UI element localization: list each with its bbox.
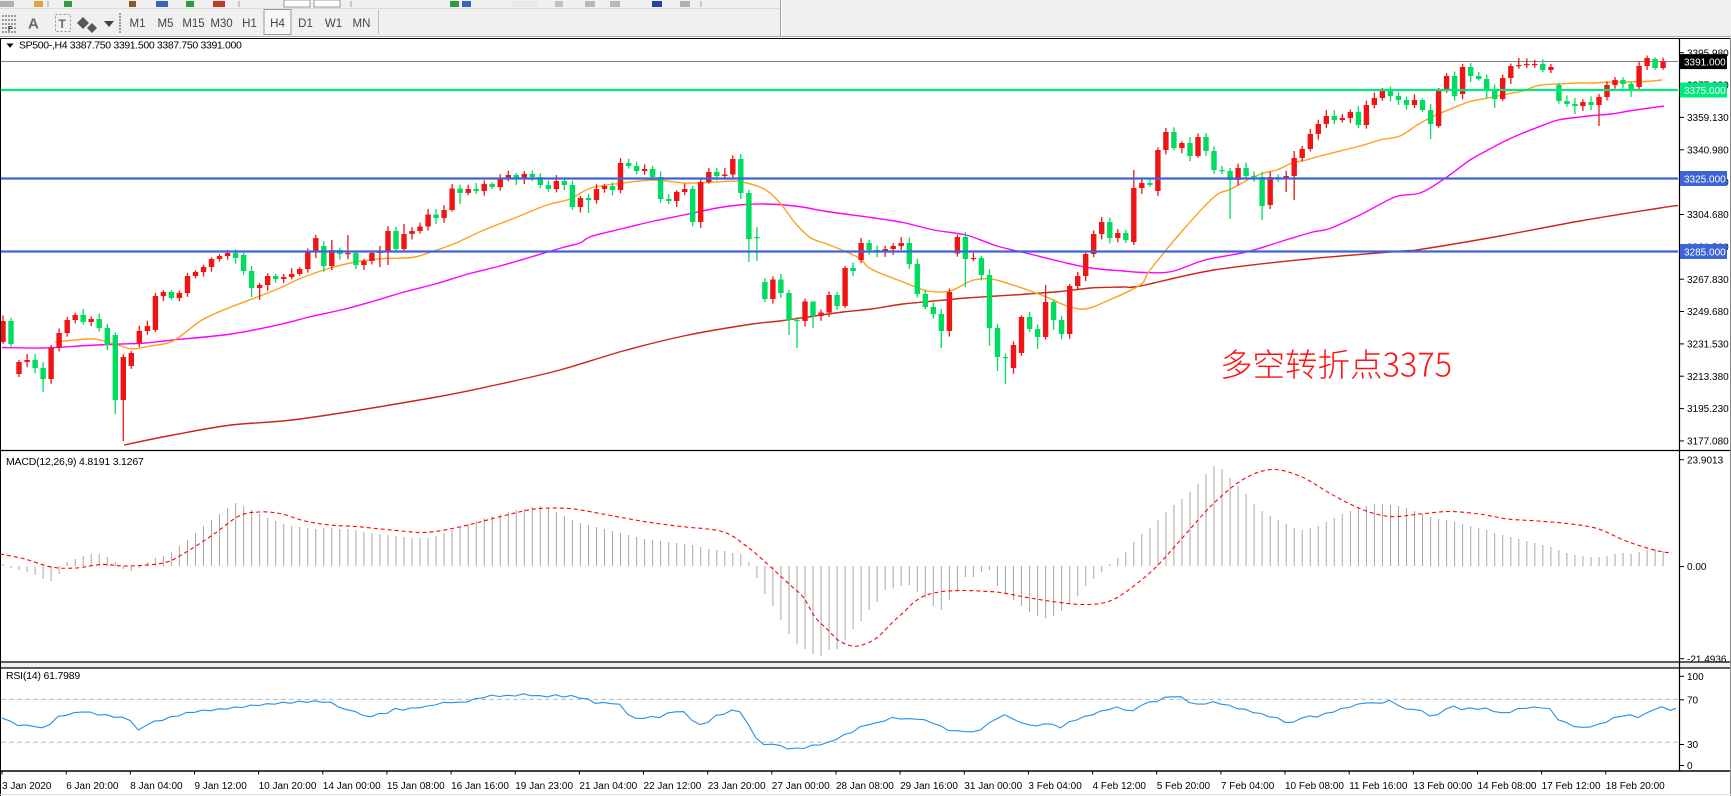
svg-text:11 Feb 16:00: 11 Feb 16:00 [1349,781,1408,792]
svg-text:19 Jan 23:00: 19 Jan 23:00 [515,781,573,792]
svg-text:F: F [8,26,13,33]
svg-text:3304.680: 3304.680 [1687,210,1729,221]
svg-text:14 Jan 00:00: 14 Jan 00:00 [323,781,381,792]
svg-text:30: 30 [1687,740,1699,751]
svg-text:4 Feb 12:00: 4 Feb 12:00 [1093,781,1147,792]
svg-text:15 Jan 08:00: 15 Jan 08:00 [387,781,445,792]
svg-text:MN: MN [353,18,371,30]
svg-text:100: 100 [1687,672,1704,683]
svg-text:M1: M1 [130,18,146,30]
svg-text:9 Jan 12:00: 9 Jan 12:00 [195,781,248,792]
svg-text:MACD(12,26,9) 4.8191 3.1267: MACD(12,26,9) 4.8191 3.1267 [6,456,144,468]
svg-text:0: 0 [1687,761,1693,772]
svg-text:3231.530: 3231.530 [1687,340,1729,351]
svg-text:H4: H4 [270,18,285,30]
svg-text:23.9013: 23.9013 [1687,455,1724,466]
svg-text:3249.680: 3249.680 [1687,307,1729,318]
svg-text:3267.830: 3267.830 [1687,275,1729,286]
svg-text:3 Jan 2020: 3 Jan 2020 [2,781,52,792]
svg-text:SP500-,H4 3387.750 3391.500 3: SP500-,H4 3387.750 3391.500 3387.750 339… [19,40,242,52]
svg-text:5 Feb 20:00: 5 Feb 20:00 [1157,781,1211,792]
svg-text:0.00: 0.00 [1687,562,1707,573]
svg-text:29 Jan 16:00: 29 Jan 16:00 [900,781,958,792]
svg-text:3359.130: 3359.130 [1687,113,1729,124]
svg-text:22 Jan 12:00: 22 Jan 12:00 [644,781,702,792]
svg-text:17 Feb 12:00: 17 Feb 12:00 [1542,781,1601,792]
svg-text:W1: W1 [325,18,342,30]
svg-text:10 Feb 08:00: 10 Feb 08:00 [1285,781,1344,792]
svg-text:3325.000: 3325.000 [1684,174,1726,185]
svg-text:3391.000: 3391.000 [1684,57,1726,68]
svg-text:M5: M5 [158,18,174,30]
svg-text:3 Feb 04:00: 3 Feb 04:00 [1028,781,1082,792]
svg-text:3177.080: 3177.080 [1687,437,1729,448]
svg-text:M15: M15 [182,18,204,30]
svg-text:T: T [59,17,67,31]
svg-text:27 Jan 00:00: 27 Jan 00:00 [772,781,830,792]
svg-text:31 Jan 00:00: 31 Jan 00:00 [964,781,1022,792]
svg-text:A: A [28,16,39,33]
svg-text:3285.000: 3285.000 [1684,247,1726,258]
svg-text:8 Jan 04:00: 8 Jan 04:00 [130,781,183,792]
svg-text:16 Jan 16:00: 16 Jan 16:00 [451,781,509,792]
svg-text:7 Feb 04:00: 7 Feb 04:00 [1221,781,1275,792]
svg-text:28 Jan 08:00: 28 Jan 08:00 [836,781,894,792]
svg-text:18 Feb 20:00: 18 Feb 20:00 [1606,781,1665,792]
svg-text:RSI(14) 61.7989: RSI(14) 61.7989 [6,670,80,682]
svg-text:-21.4936: -21.4936 [1687,654,1727,665]
svg-text:H1: H1 [242,18,257,30]
svg-text:6 Jan 20:00: 6 Jan 20:00 [66,781,119,792]
svg-text:13 Feb 00:00: 13 Feb 00:00 [1413,781,1472,792]
svg-text:D1: D1 [298,18,313,30]
svg-text:3395.980: 3395.980 [1687,48,1729,59]
svg-text:3213.380: 3213.380 [1687,372,1729,383]
svg-text:3375.000: 3375.000 [1684,86,1726,97]
svg-text:M30: M30 [210,18,232,30]
svg-text:70: 70 [1687,695,1699,706]
svg-text:10 Jan 20:00: 10 Jan 20:00 [259,781,317,792]
svg-text:23 Jan 20:00: 23 Jan 20:00 [708,781,766,792]
svg-text:14 Feb 08:00: 14 Feb 08:00 [1478,781,1537,792]
svg-text:3340.980: 3340.980 [1687,145,1729,156]
svg-text:21 Jan 04:00: 21 Jan 04:00 [579,781,637,792]
svg-text:3195.230: 3195.230 [1687,404,1729,415]
